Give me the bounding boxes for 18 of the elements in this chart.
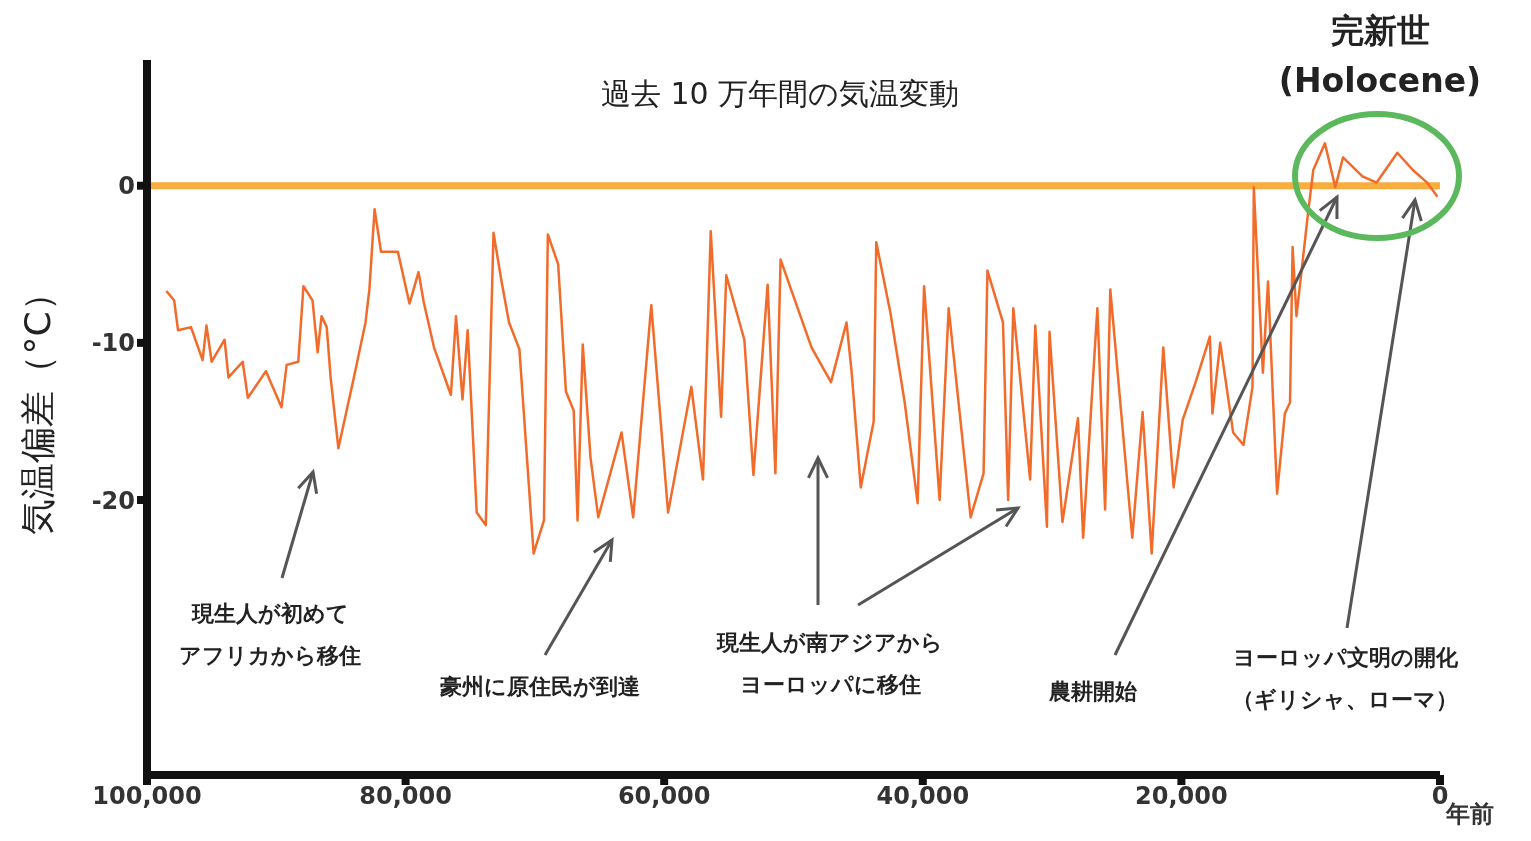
x-tick-label: 80,000: [359, 782, 452, 811]
y-tick-label: -10: [91, 329, 135, 358]
x-tick-label: 60,000: [617, 782, 711, 811]
line-series: [165, 142, 1439, 555]
annotation: 農耕開始: [1048, 679, 1137, 704]
x-tick-label: 20,000: [1135, 782, 1228, 811]
annotation: 豪州に原住民が到達: [439, 674, 640, 699]
annotation: 完新世 (Holocene): [1278, 11, 1482, 100]
x-axis-title: 年前: [1445, 800, 1494, 828]
annotation: 現生人が初めてアフリカから移住: [179, 601, 361, 668]
y-tick-label: 0: [118, 172, 135, 201]
y-axis-title: 気温偏差（°C）: [17, 275, 58, 535]
annotation: 現生人が南アジアからヨーロッパに移住: [716, 630, 943, 697]
y-tick-label: -20: [91, 486, 135, 515]
text: 過去 10 万年間の気温変動: [600, 76, 960, 111]
x-tick-label: 100,000: [92, 782, 202, 811]
x-tick-label: 40,000: [876, 782, 970, 811]
annotation: ヨーロッパ文明の開化（ギリシャ、ローマ）: [1232, 645, 1459, 712]
